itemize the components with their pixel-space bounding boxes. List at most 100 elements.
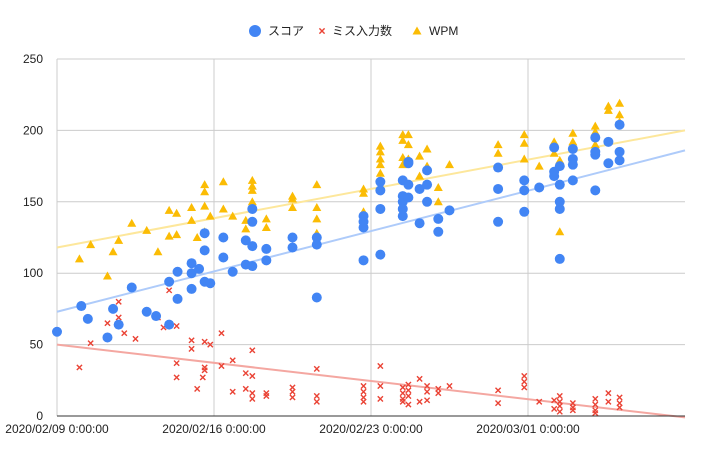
miss-count-point	[592, 401, 599, 408]
miss-count-point	[289, 388, 296, 395]
miss-count-point	[521, 378, 528, 385]
miss-count-point	[423, 397, 431, 404]
miss-count-point	[616, 394, 623, 401]
wpm-point	[534, 161, 544, 170]
score-point	[519, 185, 530, 196]
wpm-point	[218, 177, 228, 186]
wpm-point	[568, 128, 578, 137]
score-point	[414, 218, 425, 229]
wpm-point	[247, 175, 257, 184]
legend-item-miss-count[interactable]: ミス入力数	[318, 23, 392, 38]
miss-count-point	[446, 382, 453, 390]
miss-count-point	[405, 401, 412, 408]
miss-count-point	[416, 398, 423, 405]
score-point	[141, 306, 152, 317]
wpm-point	[615, 110, 625, 119]
miss-count-point	[360, 398, 367, 405]
score-point	[52, 326, 62, 337]
wpm-point	[398, 135, 408, 144]
miss-count-point	[405, 387, 412, 394]
miss-count-point	[521, 372, 528, 380]
legend-label-score: スコア	[268, 24, 304, 38]
score-point	[164, 276, 175, 287]
score-point	[82, 313, 93, 324]
score-point	[113, 319, 124, 330]
score-point	[444, 205, 455, 216]
miss-count-point	[249, 395, 256, 402]
miss-count-point	[495, 387, 502, 394]
legend-triangle	[412, 26, 422, 35]
legend-circle-marker	[249, 25, 261, 37]
wpm-point	[86, 240, 96, 249]
score-point	[358, 255, 369, 266]
wpm-point	[375, 141, 385, 150]
wpm-point	[205, 211, 215, 220]
wpm-point	[375, 154, 385, 163]
wpm-point	[403, 140, 413, 149]
score-point	[590, 132, 601, 143]
miss-count-point	[87, 340, 94, 347]
wpm-point	[164, 231, 174, 240]
score-point	[554, 179, 565, 190]
legend-item-score[interactable]: スコア	[249, 24, 304, 38]
wpm-point	[555, 227, 565, 236]
score-point	[186, 268, 197, 279]
miss-count-point	[173, 360, 180, 367]
miss-count-point	[289, 394, 296, 401]
score-point	[164, 319, 175, 330]
score-point	[614, 155, 625, 166]
miss-count-point	[173, 322, 180, 330]
miss-count-point	[556, 402, 563, 410]
score-point	[375, 176, 386, 187]
miss-count-point	[405, 381, 412, 388]
score-point	[519, 175, 530, 186]
score-point	[247, 261, 258, 272]
wpm-point	[549, 148, 559, 157]
gridlines	[56, 58, 685, 416]
wpm-point	[200, 201, 210, 210]
score-point	[397, 211, 408, 222]
legend-triangle-marker	[412, 26, 422, 35]
wpm-point	[359, 188, 369, 197]
wpm-point	[288, 194, 297, 203]
legend-cross	[318, 27, 326, 35]
score-point	[126, 282, 137, 293]
score-point	[493, 183, 504, 194]
score-point	[433, 226, 444, 237]
trendline	[56, 129, 686, 249]
miss-count-point	[115, 314, 122, 321]
score-point	[422, 179, 433, 190]
score-point	[102, 332, 113, 343]
miss-count-point	[377, 395, 384, 402]
wpm-point	[288, 203, 297, 212]
wpm-point	[375, 160, 385, 169]
wpm-point	[493, 148, 503, 157]
wpm-point	[247, 197, 257, 206]
miss-count-point	[242, 385, 249, 392]
score-point	[261, 243, 272, 254]
miss-count-point	[360, 388, 367, 395]
miss-count-point	[423, 382, 431, 390]
score-point	[403, 192, 414, 203]
legend-item-wpm[interactable]: WPM	[412, 24, 459, 38]
x-axis-tick-labels: 2020/02/09 0:00:00 2020/02/16 0:00:00 2020…	[5, 422, 580, 436]
score-point	[403, 179, 414, 190]
score-point	[240, 235, 251, 246]
miss-count-point	[229, 388, 236, 395]
miss-count-point	[263, 392, 270, 400]
miss-count-point	[199, 374, 206, 381]
miss-count-point	[416, 375, 423, 382]
wpm-point	[241, 224, 251, 233]
score-point	[590, 185, 601, 196]
score-point	[227, 266, 238, 277]
wpm-point	[433, 197, 443, 206]
miss-count-point	[188, 337, 195, 344]
miss-count-point	[201, 367, 208, 374]
score-point	[549, 142, 560, 153]
miss-count-point	[405, 392, 412, 400]
score-point	[311, 239, 322, 250]
wpm-point	[375, 168, 385, 177]
wpm-point	[312, 214, 322, 223]
x-tick-label: 2020/03/01 0:00:00	[476, 422, 580, 436]
